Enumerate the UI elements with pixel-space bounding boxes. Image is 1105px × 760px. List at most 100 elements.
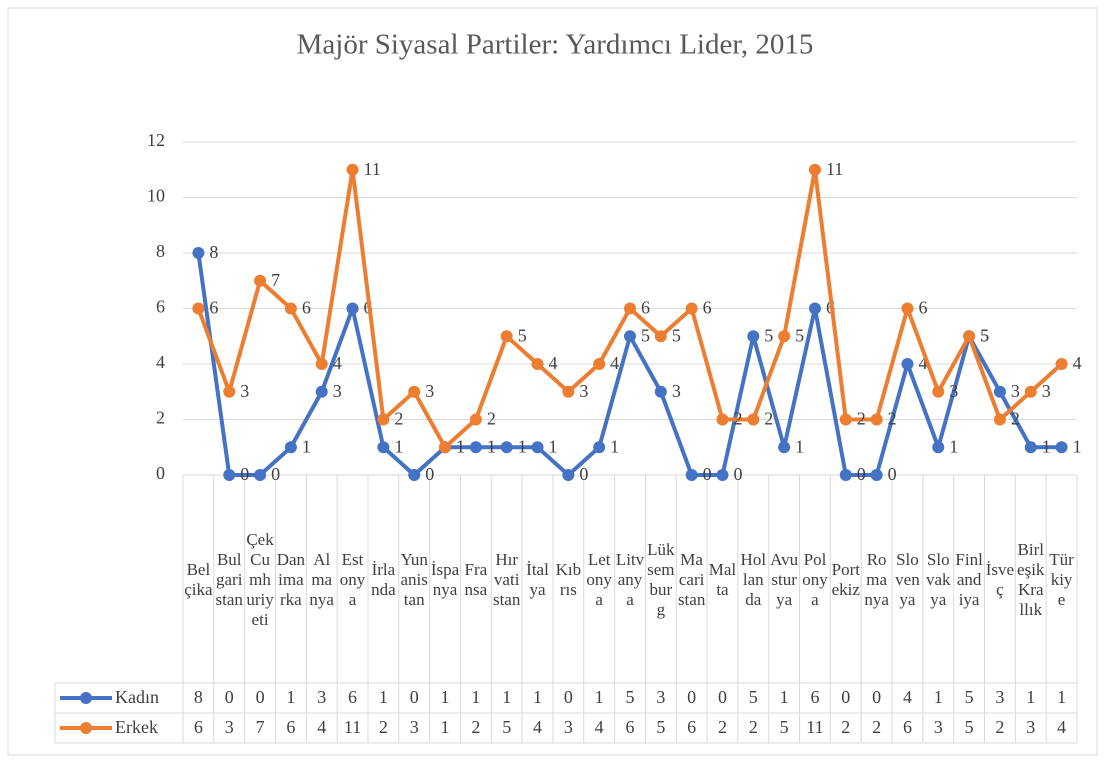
data-label: 3 (949, 381, 958, 401)
point (624, 302, 636, 315)
data-label: 3 (579, 381, 588, 401)
point (901, 358, 914, 370)
x-tick-label: Danimarka (276, 550, 306, 609)
point (685, 302, 698, 315)
table-cell: 2 (872, 717, 881, 737)
point (377, 441, 390, 454)
data-label: 8 (209, 242, 218, 262)
table-cell: 2 (379, 717, 388, 737)
table-cell: 3 (317, 687, 326, 707)
x-tick-label: Almanya (309, 550, 334, 609)
point (192, 302, 205, 315)
chart-title: Majör Siyasal Partiler: Yardımcı Lider, … (297, 29, 814, 61)
data-label: 11 (364, 159, 381, 179)
table-cell: 0 (841, 687, 850, 707)
data-label: 11 (826, 159, 843, 179)
data-label: 3 (1042, 381, 1051, 401)
data-label: 2 (394, 409, 403, 429)
table-cell: 4 (595, 717, 604, 737)
x-tick-label: İtalya (526, 560, 549, 599)
table-cell: 2 (718, 717, 727, 737)
point (377, 413, 390, 426)
table-cell: 6 (810, 687, 819, 707)
table-cell: 1 (533, 687, 542, 707)
point (747, 413, 760, 426)
point (839, 469, 852, 481)
data-label: 0 (271, 464, 280, 484)
data-label: 6 (918, 298, 927, 318)
table-cell: 6 (348, 687, 357, 707)
point (993, 413, 1006, 426)
legend-label: Erkek (115, 717, 158, 737)
point (1055, 441, 1068, 454)
x-tick-label: Polonya (802, 550, 828, 609)
table-cell: 8 (194, 687, 203, 707)
point (284, 302, 297, 315)
point (315, 385, 328, 398)
x-tick-label: Slovenya (895, 550, 920, 609)
point (192, 247, 205, 259)
point (963, 330, 976, 343)
table-cell: 5 (965, 717, 974, 737)
point (808, 163, 821, 176)
data-label: 1 (1042, 436, 1051, 456)
x-tick-label: Malta (708, 560, 737, 599)
table-cell: 3 (995, 687, 1004, 707)
table-cell: 5 (965, 687, 974, 707)
data-label: 0 (733, 464, 742, 484)
data-label: 2 (857, 409, 866, 429)
y-tick-label: 10 (147, 186, 165, 206)
table-cell: 1 (286, 687, 295, 707)
x-tick-label: Hollanda (740, 550, 767, 609)
point (593, 441, 606, 454)
point (901, 302, 914, 315)
data-label: 1 (949, 436, 958, 456)
table-cell: 1 (780, 687, 789, 707)
table-cell: 1 (502, 687, 511, 707)
data-label: 5 (641, 325, 650, 345)
table-cell: 0 (225, 687, 234, 707)
data-label: 4 (610, 353, 619, 373)
data-label: 0 (888, 464, 897, 484)
table-cell: 5 (502, 717, 511, 737)
data-label: 3 (672, 381, 681, 401)
x-tick-label: Hırvatistan (492, 550, 521, 609)
data-label: 4 (333, 353, 342, 373)
table-cell: 0 (564, 687, 573, 707)
point (469, 441, 482, 454)
point (624, 330, 636, 343)
data-label: 1 (1073, 436, 1082, 456)
point (839, 413, 852, 426)
data-label: 1 (795, 436, 804, 456)
point (932, 441, 945, 454)
point (531, 358, 544, 370)
x-tick-label: Lüksemburg (647, 540, 675, 619)
data-label: 1 (302, 436, 311, 456)
data-label: 0 (425, 464, 434, 484)
point (284, 441, 297, 454)
data-label: 3 (425, 381, 434, 401)
data-label: 4 (918, 353, 927, 373)
x-tick-label: Belçika (184, 560, 213, 599)
point (346, 302, 359, 315)
x-tick-label: Macaristan (677, 550, 706, 609)
x-tick-label: Romanya (864, 550, 889, 609)
table-cell: 5 (626, 687, 635, 707)
point (346, 163, 359, 176)
y-tick-label: 8 (156, 241, 165, 261)
point (223, 385, 236, 398)
point (500, 441, 513, 454)
x-tick-label: İrlanda (371, 560, 396, 599)
point (500, 330, 513, 343)
point (1024, 441, 1037, 454)
data-label: 1 (549, 436, 558, 456)
data-label: 4 (1073, 353, 1082, 373)
data-label: 1 (456, 436, 465, 456)
table-cell: 4 (533, 717, 542, 737)
data-label: 0 (579, 464, 588, 484)
data-label: 5 (980, 325, 989, 345)
data-label: 0 (240, 464, 249, 484)
point (654, 385, 667, 398)
table-cell: 4 (903, 687, 912, 707)
